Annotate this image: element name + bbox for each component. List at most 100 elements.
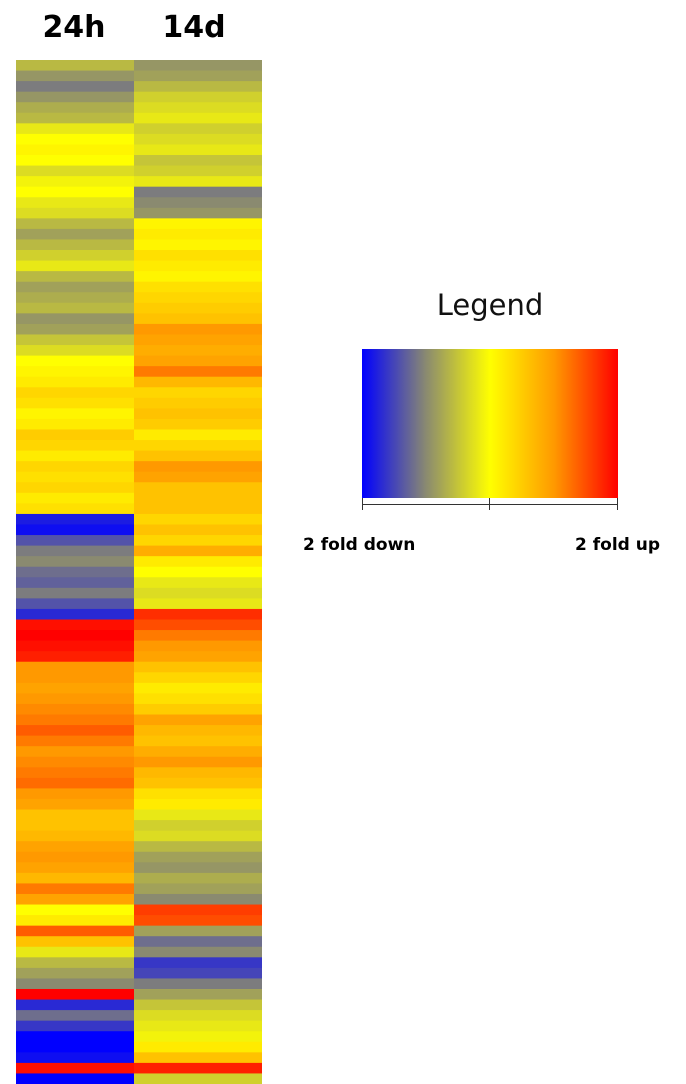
heatmap-cell-24h-21 bbox=[16, 281, 134, 293]
heatmap-cell-24h-1 bbox=[16, 70, 134, 82]
heatmap-cell-14d-89 bbox=[134, 999, 262, 1011]
heatmap-cell-14d-88 bbox=[134, 988, 262, 1001]
heatmap-cell-24h-2 bbox=[16, 81, 134, 93]
heatmap-cell-24h-39 bbox=[16, 471, 134, 483]
heatmap-cell-24h-9 bbox=[16, 155, 134, 167]
legend-axis bbox=[362, 498, 618, 512]
heatmap-cell-14d-27 bbox=[134, 345, 262, 357]
heatmap-cell-14d-73 bbox=[134, 830, 262, 842]
heatmap-cell-14d-81 bbox=[134, 915, 262, 927]
column-label-14d: 14d bbox=[162, 10, 226, 45]
heatmap-cell-24h-92 bbox=[16, 1031, 134, 1043]
heatmap-cell-24h-55 bbox=[16, 640, 134, 652]
heatmap-cell-24h-61 bbox=[16, 703, 134, 716]
heatmap-cell-14d-93 bbox=[134, 1041, 262, 1053]
heatmap-cell-24h-33 bbox=[16, 408, 134, 420]
heatmap-cell-24h-72 bbox=[16, 820, 134, 832]
heatmap-cell-24h-79 bbox=[16, 893, 134, 906]
heatmap-cell-24h-64 bbox=[16, 735, 134, 747]
heatmap-cell-24h-75 bbox=[16, 851, 134, 863]
heatmap-cell-24h-41 bbox=[16, 492, 134, 504]
heatmap-cell-14d-1 bbox=[134, 70, 262, 82]
heatmap-cell-24h-38 bbox=[16, 461, 134, 473]
heatmap-cell-24h-54 bbox=[16, 630, 134, 642]
heatmap-cell-14d-95 bbox=[134, 1062, 262, 1075]
heatmap-cell-24h-87 bbox=[16, 978, 134, 990]
heatmap-cell-14d-78 bbox=[134, 883, 262, 895]
heatmap-cell-24h-58 bbox=[16, 672, 134, 684]
legend-min-label: 2 fold down bbox=[303, 535, 416, 555]
heatmap-cell-24h-93 bbox=[16, 1041, 134, 1053]
legend-tick-max bbox=[617, 498, 618, 510]
heatmap-cell-14d-72 bbox=[134, 820, 262, 832]
heatmap-cell-24h-65 bbox=[16, 746, 134, 758]
heatmap-cell-14d-4 bbox=[134, 102, 262, 114]
heatmap-cell-14d-31 bbox=[134, 387, 262, 399]
heatmap-cell-14d-75 bbox=[134, 851, 262, 863]
heatmap-cell-14d-32 bbox=[134, 397, 262, 409]
heatmap-cell-24h-10 bbox=[16, 165, 134, 177]
heatmap-cell-14d-85 bbox=[134, 957, 262, 969]
heatmap-cell-14d-45 bbox=[134, 535, 262, 547]
heatmap-cell-14d-92 bbox=[134, 1031, 262, 1043]
heatmap-cell-24h-16 bbox=[16, 228, 134, 241]
heatmap-cell-24h-13 bbox=[16, 197, 134, 209]
heatmap-cell-14d-28 bbox=[134, 355, 262, 367]
heatmap-cell-14d-44 bbox=[134, 524, 262, 536]
heatmap-cell-14d-35 bbox=[134, 429, 262, 441]
heatmap-cell-24h-42 bbox=[16, 503, 134, 515]
heatmap-cell-14d-43 bbox=[134, 513, 262, 526]
heatmap-cell-14d-50 bbox=[134, 587, 262, 599]
heatmap-cell-14d-77 bbox=[134, 872, 262, 885]
heatmap-cell-14d-16 bbox=[134, 228, 262, 241]
heatmap-cell-14d-48 bbox=[134, 566, 262, 578]
heatmap-cell-14d-55 bbox=[134, 640, 262, 652]
heatmap-cell-14d-57 bbox=[134, 661, 262, 673]
heatmap-cell-14d-59 bbox=[134, 682, 262, 695]
heatmap-cell-24h-69 bbox=[16, 788, 134, 800]
heatmap-cell-24h-36 bbox=[16, 440, 134, 452]
heatmap-cell-24h-28 bbox=[16, 355, 134, 367]
heatmap-cell-14d-41 bbox=[134, 492, 262, 504]
heatmap-cell-14d-26 bbox=[134, 334, 262, 346]
heatmap-cell-14d-54 bbox=[134, 630, 262, 642]
legend-colorbar bbox=[362, 349, 618, 498]
heatmap-cell-14d-11 bbox=[134, 176, 262, 188]
heatmap-cell-14d-63 bbox=[134, 725, 262, 737]
heatmap-cell-14d-96 bbox=[134, 1073, 262, 1084]
heatmap-cell-24h-90 bbox=[16, 1010, 134, 1022]
legend-max-label: 2 fold up bbox=[575, 535, 661, 555]
heatmap-cell-24h-43 bbox=[16, 513, 134, 526]
heatmap-cell-14d-29 bbox=[134, 366, 262, 378]
heatmap-cell-14d-86 bbox=[134, 967, 262, 980]
heatmap-cell-24h-27 bbox=[16, 345, 134, 357]
heatmap-cell-14d-34 bbox=[134, 418, 262, 431]
heatmap-cell-24h-11 bbox=[16, 176, 134, 188]
heatmap-cell-24h-34 bbox=[16, 418, 134, 431]
heatmap-cell-14d-15 bbox=[134, 218, 262, 230]
heatmap-cell-24h-14 bbox=[16, 207, 134, 219]
heatmap-cell-14d-36 bbox=[134, 440, 262, 452]
heatmap-cell-24h-51 bbox=[16, 598, 134, 610]
heatmap-cell-24h-4 bbox=[16, 102, 134, 114]
heatmap-cell-14d-24 bbox=[134, 313, 262, 325]
heatmap-cell-14d-14 bbox=[134, 207, 262, 219]
heatmap-cell-24h-95 bbox=[16, 1062, 134, 1075]
heatmap-cell-24h-63 bbox=[16, 725, 134, 737]
heatmap-cell-24h-56 bbox=[16, 651, 134, 663]
column-label-24h: 24h bbox=[42, 10, 106, 45]
heatmap-cell-14d-12 bbox=[134, 186, 262, 198]
heatmap-cell-24h-91 bbox=[16, 1020, 134, 1032]
heatmap-cell-24h-30 bbox=[16, 376, 134, 388]
heatmap-cell-24h-94 bbox=[16, 1052, 134, 1064]
heatmap-cell-14d-83 bbox=[134, 936, 262, 948]
heatmap-cell-14d-70 bbox=[134, 798, 262, 811]
heatmap-cell-24h-23 bbox=[16, 302, 134, 314]
heatmap-cell-14d-19 bbox=[134, 260, 262, 272]
heatmap-cell-24h-76 bbox=[16, 862, 134, 874]
heatmap-cell-24h-15 bbox=[16, 218, 134, 230]
heatmap-cell-24h-24 bbox=[16, 313, 134, 325]
heatmap-cell-24h-85 bbox=[16, 957, 134, 969]
heatmap-cell-24h-26 bbox=[16, 334, 134, 346]
heatmap-cell-14d-13 bbox=[134, 197, 262, 209]
